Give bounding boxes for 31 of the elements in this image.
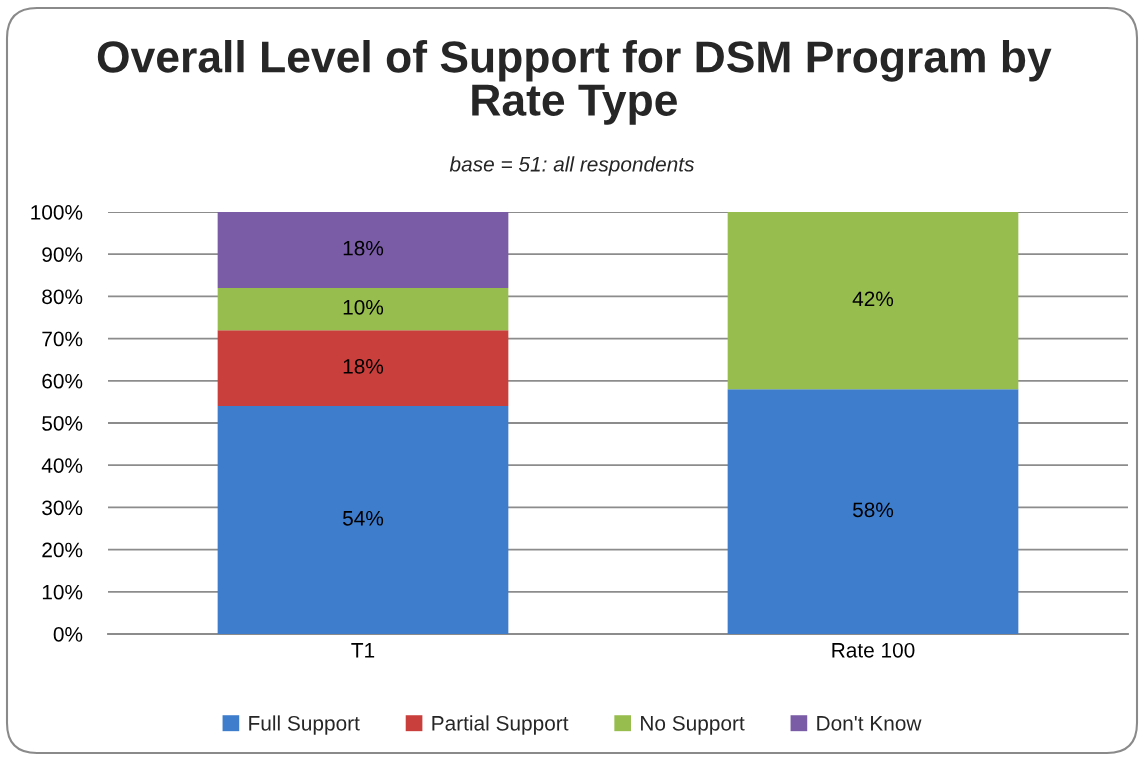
bar: [217, 406, 509, 634]
y-tick-label: 20%: [42, 542, 83, 558]
chart-title: Overall Level of Support for DSM Program by Rate Type: [97, 40, 1052, 125]
y-tick-label: 60%: [42, 373, 83, 389]
y-tick-label: 70%: [42, 331, 83, 347]
bar: [727, 389, 1019, 634]
legend-label: No Support: [641, 715, 745, 735]
y-tick-label: 90%: [42, 247, 83, 262]
x-tick-label: T1: [351, 643, 375, 658]
y-tick-label: 30%: [42, 500, 83, 516]
y-tick-label: 10%: [42, 584, 83, 600]
y-tick-label: 80%: [42, 289, 83, 305]
y-tick-label: 50%: [42, 416, 83, 431]
data-label: 10%: [343, 299, 384, 315]
y-tick-label: 0%: [53, 627, 83, 642]
bar: [217, 212, 509, 288]
y-tick-label: 100%: [31, 205, 83, 220]
legend-label: Don't Know: [817, 716, 922, 731]
y-tick-label: 40%: [41, 458, 83, 473]
data-label: 18%: [343, 240, 384, 256]
data-label: 58%: [852, 502, 894, 518]
legend-label: Partial Support: [432, 715, 569, 735]
x-tick-label: Rate 100: [832, 642, 915, 658]
bar: [217, 287, 509, 331]
data-label: 18%: [343, 358, 384, 374]
legend-label: Full Support: [249, 715, 360, 735]
data-label: 54%: [342, 510, 384, 526]
bar: [217, 330, 509, 407]
bar: [727, 212, 1019, 390]
data-label: 42%: [852, 291, 894, 307]
chart-subtitle: base = 51: all respondents: [449, 156, 695, 176]
